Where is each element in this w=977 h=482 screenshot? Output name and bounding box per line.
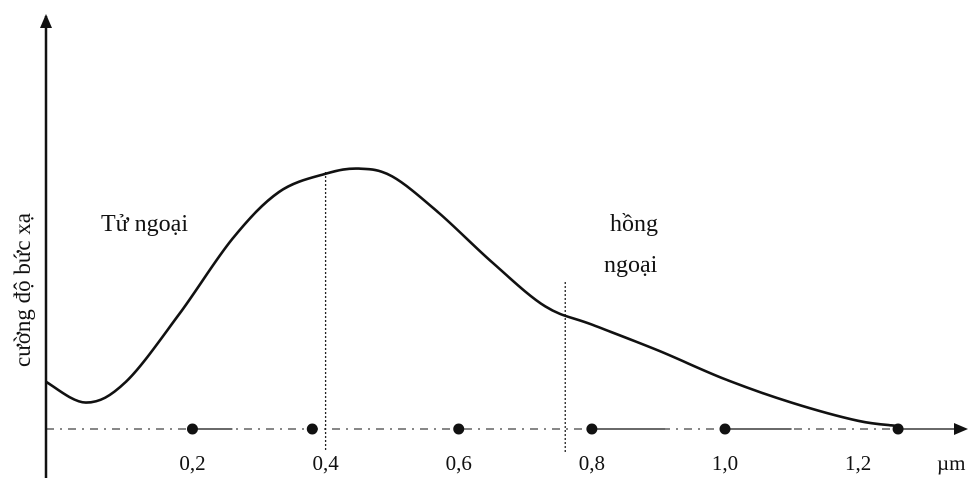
range-dot: [586, 423, 598, 435]
x-tick-label: 1,0: [712, 451, 738, 475]
range-dot: [453, 423, 465, 435]
intensity-curve: [45, 167, 899, 428]
x-tick-label: 0,8: [579, 451, 605, 475]
range-dot: [306, 423, 318, 435]
annotation-ultraviolet: Tử ngoại: [101, 211, 188, 237]
range-dot: [186, 423, 198, 435]
x-tick-label: 0,4: [312, 451, 339, 475]
x-axis-unit-label: µm: [937, 451, 965, 475]
x-tick-label: 0,2: [179, 451, 205, 475]
x-tick-label: 1,2: [845, 451, 871, 475]
y-axis-label: cường độ bức xạ: [10, 213, 35, 367]
range-dot: [719, 423, 731, 435]
annotation-infrared-line1: hồng: [610, 211, 658, 237]
x-tick-label: 0,6: [446, 451, 472, 475]
annotation-infrared-line2: ngoại: [604, 252, 658, 278]
